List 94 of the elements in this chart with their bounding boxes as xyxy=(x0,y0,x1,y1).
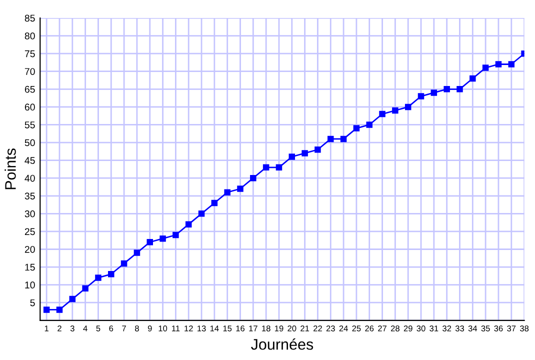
point xyxy=(224,189,230,196)
x-tick-label: 25 xyxy=(352,325,361,332)
y-tick-label: 25 xyxy=(24,228,35,236)
x-tick-label: 20 xyxy=(288,325,296,332)
point xyxy=(185,221,192,228)
x-tick-label: 24 xyxy=(339,325,348,332)
point xyxy=(262,164,270,171)
point xyxy=(404,104,412,110)
point xyxy=(456,86,463,92)
x-tick-label: 7 xyxy=(122,326,126,332)
x-tick-label: 36 xyxy=(494,325,503,332)
point xyxy=(211,200,218,206)
x-tick-label: 35 xyxy=(481,325,490,332)
point xyxy=(69,296,76,302)
y-tick-label: 65 xyxy=(24,86,35,93)
point xyxy=(430,90,438,96)
x-tick-label: 29 xyxy=(404,325,412,332)
y-tick-label: 40 xyxy=(24,174,35,182)
x-tick-label: 28 xyxy=(390,325,400,332)
x-tick-label: 27 xyxy=(378,325,386,332)
y-tick-label: 35 xyxy=(24,192,35,200)
point xyxy=(276,164,282,171)
point xyxy=(56,306,63,313)
point xyxy=(134,250,140,256)
y-tick-label: 15 xyxy=(25,264,35,271)
x-tick-label: 4 xyxy=(83,326,88,332)
point xyxy=(444,86,450,92)
y-tick-label: 70 xyxy=(24,68,35,75)
x-tick-label: 22 xyxy=(314,325,322,332)
x-tick-label: 12 xyxy=(184,325,193,332)
point xyxy=(198,210,205,217)
x-tick-label: 6 xyxy=(109,325,114,332)
y-tick-label: 30 xyxy=(24,210,35,218)
y-tick-label: 20 xyxy=(24,246,35,253)
x-tick-label: 18 xyxy=(262,325,270,332)
point xyxy=(288,154,296,160)
x-tick-label: 13 xyxy=(198,325,206,332)
point xyxy=(366,122,372,128)
point xyxy=(418,93,424,100)
point xyxy=(340,136,347,142)
x-tick-label: 5 xyxy=(96,326,100,332)
point xyxy=(379,110,386,118)
x-tick-label: 23 xyxy=(326,325,335,332)
point xyxy=(95,274,102,281)
x-tick-label: 26 xyxy=(365,325,374,332)
point xyxy=(495,61,502,68)
y-tick-label: 5 xyxy=(30,299,35,306)
x-tick-label: 8 xyxy=(135,325,139,332)
x-tick-label: 3 xyxy=(70,325,74,332)
x-tick-label: 10 xyxy=(158,325,168,332)
point xyxy=(353,125,360,132)
point xyxy=(160,235,166,242)
x-tick-label: 33 xyxy=(455,325,464,332)
x-tick-label: 16 xyxy=(236,325,245,332)
point xyxy=(482,64,489,71)
y-tick-label: 45 xyxy=(24,157,35,164)
y-tick-label: 60 xyxy=(24,104,35,111)
point xyxy=(250,174,256,182)
x-tick-label: 14 xyxy=(210,326,219,332)
point xyxy=(146,239,153,246)
x-tick-label: 21 xyxy=(300,325,310,332)
point xyxy=(237,186,244,192)
x-tick-label: 15 xyxy=(223,326,232,332)
x-tick-label: 31 xyxy=(430,325,438,332)
point xyxy=(302,150,308,156)
point xyxy=(508,61,515,68)
point xyxy=(328,136,334,142)
point xyxy=(470,75,476,82)
x-tick-label: 38 xyxy=(520,325,529,332)
x-tick-label: 19 xyxy=(274,325,284,332)
y-tick-label: 80 xyxy=(24,32,35,40)
x-tick-label: 1 xyxy=(44,326,48,332)
point xyxy=(120,260,128,267)
x-tick-label: 2 xyxy=(58,325,62,332)
y-tick-label: 75 xyxy=(24,50,35,58)
point xyxy=(314,146,321,153)
point xyxy=(82,285,88,292)
point xyxy=(172,232,179,238)
x-tick-label: 32 xyxy=(442,325,452,332)
point xyxy=(43,306,50,313)
y-tick-label: 10 xyxy=(25,282,35,288)
y-tick-label: 85 xyxy=(24,14,35,22)
x-tick-label: 34 xyxy=(468,325,478,332)
y-tick-label: 50 xyxy=(24,139,35,146)
x-tick-label: 11 xyxy=(172,326,180,332)
x-tick-label: 9 xyxy=(148,325,152,332)
x-tick-label: 17 xyxy=(249,326,258,332)
point xyxy=(392,107,398,114)
y-axis-title: Points xyxy=(4,148,16,190)
y-tick-label: 55 xyxy=(24,122,35,128)
x-tick-label: 30 xyxy=(416,325,426,332)
x-axis-title: Journées xyxy=(251,338,314,350)
x-tick-label: 37 xyxy=(507,325,516,332)
point xyxy=(108,271,114,278)
